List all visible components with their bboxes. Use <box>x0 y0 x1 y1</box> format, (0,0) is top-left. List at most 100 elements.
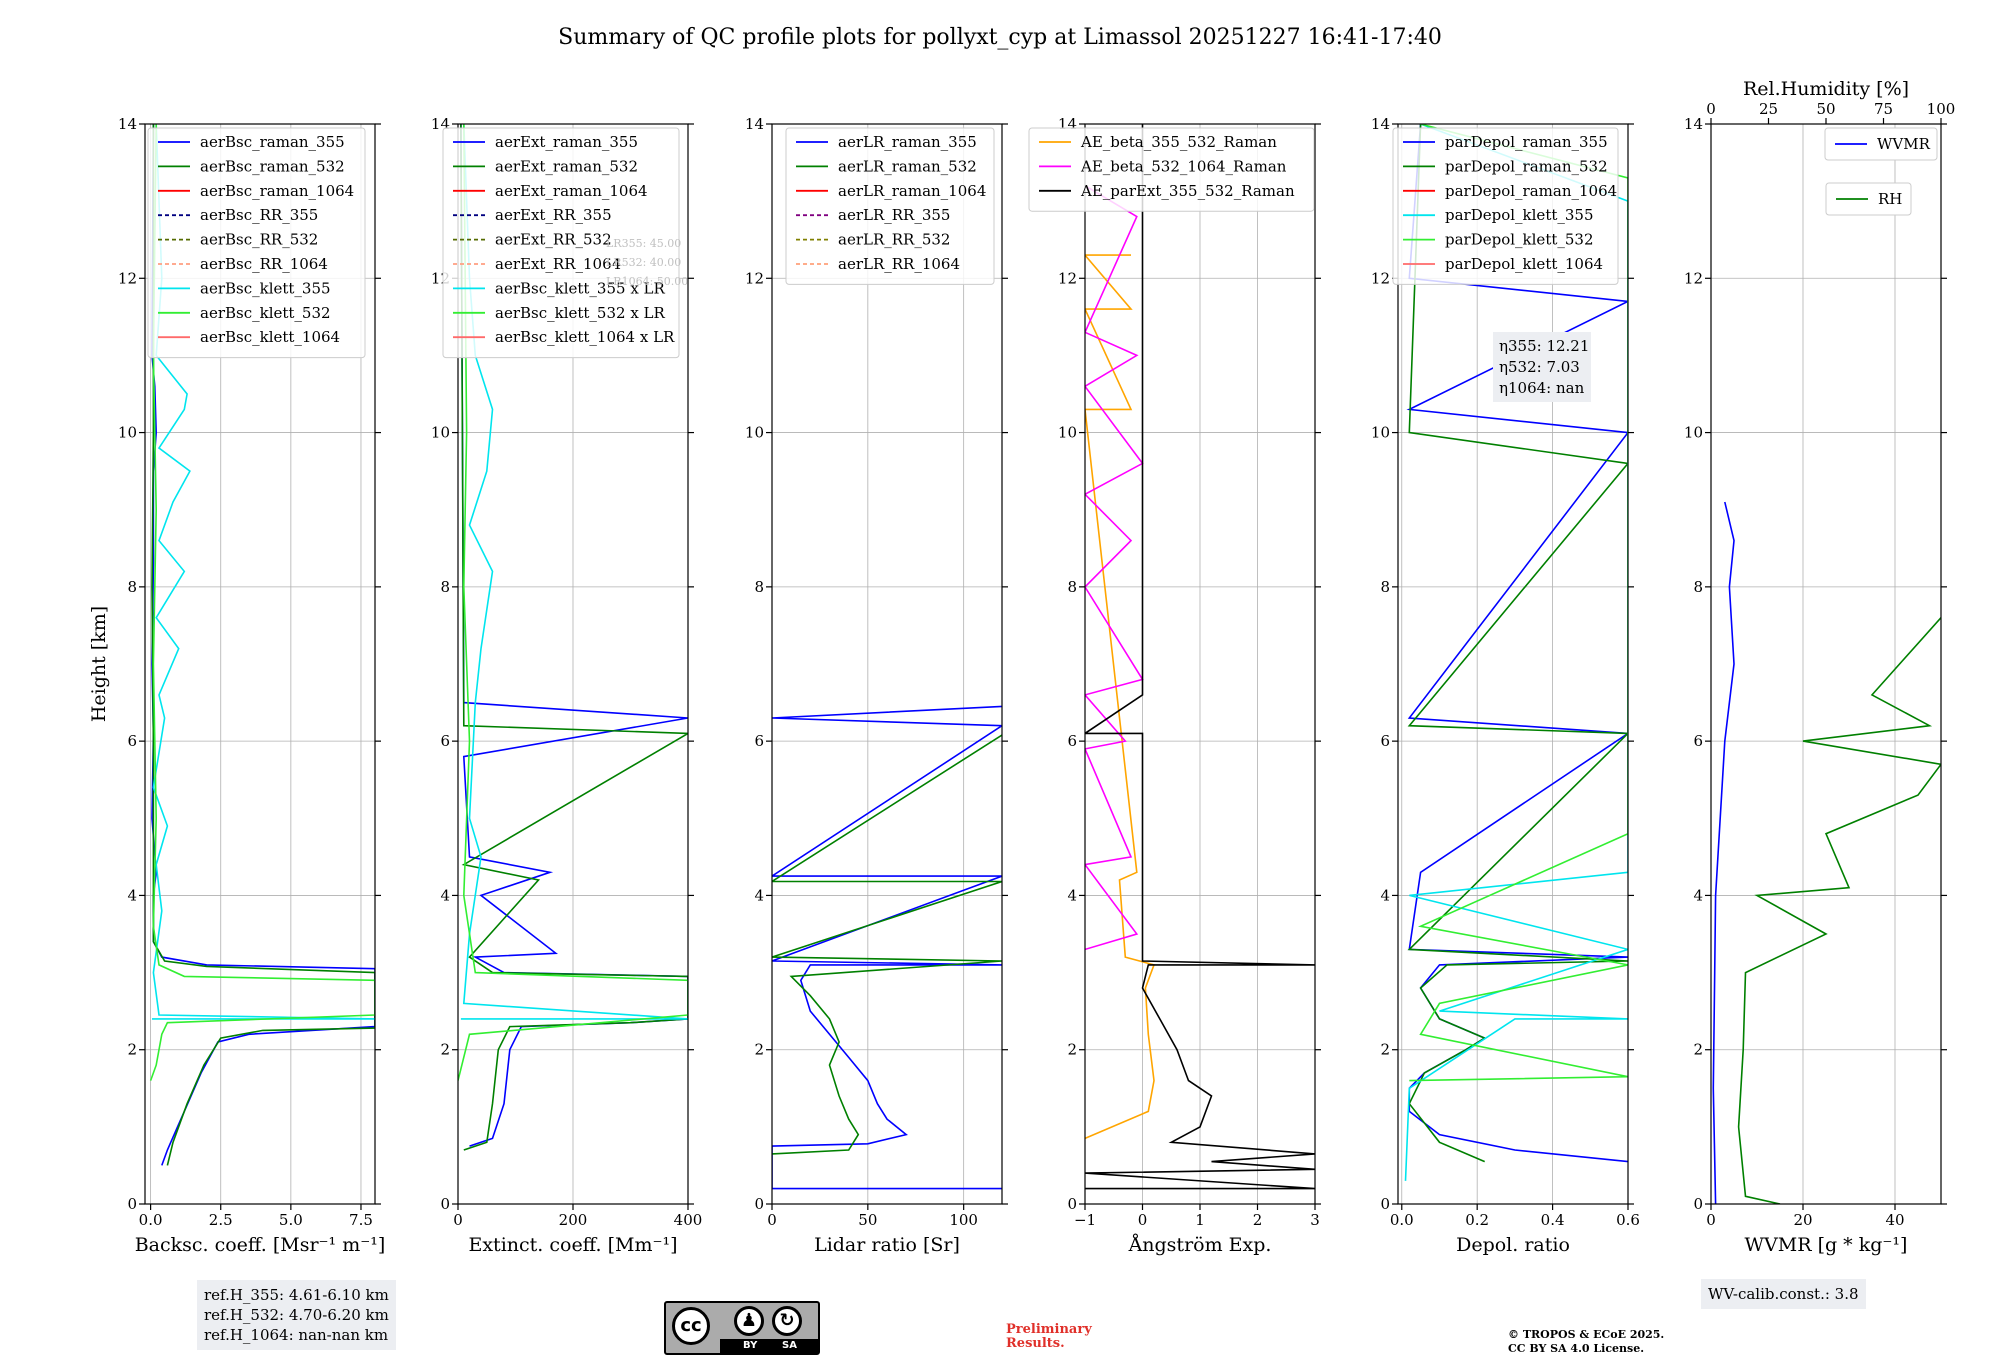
sa-share-icon: ↻ <box>772 1306 802 1336</box>
legend-box <box>147 127 366 359</box>
series-group-depol <box>1404 124 1628 1181</box>
y-tick-label: 6 <box>1067 732 1077 750</box>
rh-top-tick-label: 25 <box>1759 100 1778 118</box>
y-tick-label: 8 <box>1067 578 1077 596</box>
legend-label: aerExt_RR_1064 <box>495 255 621 273</box>
legend-wvmr: WVMR <box>1824 127 1938 161</box>
wv-calibration-box: WV-calib.const.: 3.8 <box>1701 1279 1866 1309</box>
series-line-aerext-raman-355 <box>460 124 688 1147</box>
eta-label: η532: 7.03 <box>1499 358 1580 376</box>
legend-label: aerBsc_raman_1064 <box>200 182 354 200</box>
legend: parDepol_raman_355 parDepol_raman_532 parD… <box>1392 127 1619 285</box>
x-axis-label: WVMR [g * kg⁻¹] <box>1745 1234 1908 1256</box>
panel-lidar_ratio: 0 2 4 6 8 10 12 14 0 50 100 Lidar ratio [Sr] aerLR_r… <box>745 115 1008 1256</box>
series-group-wvmr <box>1712 501 1941 1204</box>
y-tick-label: 12 <box>1684 269 1703 287</box>
y-tick-label: 4 <box>1380 886 1390 904</box>
x-tick-label: 50 <box>858 1211 877 1229</box>
x-tick-label: 0.0 <box>1390 1211 1414 1229</box>
lr-note: LR532: 40.00 <box>606 256 681 269</box>
x-tick-label: 0.0 <box>139 1211 163 1229</box>
legend-label: aerLR_raman_532 <box>838 157 977 175</box>
rh-top-tick-label: 75 <box>1874 100 1893 118</box>
x-axis-label: Backsc. coeff. [Msr⁻¹ m⁻¹] <box>135 1234 386 1256</box>
y-tick-label: 10 <box>1371 424 1390 442</box>
eta-box <box>1493 332 1591 402</box>
y-tick-label: 14 <box>745 115 764 133</box>
series-line-aerlr-raman-532 <box>772 734 1002 1155</box>
legend-box <box>1392 127 1619 285</box>
x-axis-label: Depol. ratio <box>1456 1234 1570 1256</box>
y-tick-label: 8 <box>1693 578 1703 596</box>
series-group-angstrom <box>1085 124 1315 1190</box>
y-tick-label: 10 <box>745 424 764 442</box>
series-line-rh <box>1737 617 1941 1204</box>
legend-label: aerExt_raman_355 <box>495 133 638 151</box>
x-axis-label: Extinct. coeff. [Mm⁻¹] <box>468 1234 677 1256</box>
y-tick-label: 4 <box>1693 886 1703 904</box>
preliminary-line-1: Preliminary <box>1006 1322 1092 1337</box>
ref-h-532: ref.H_532: 4.70-6.20 km <box>204 1306 389 1324</box>
rh-top-tick-label: 100 <box>1927 100 1956 118</box>
y-tick-label: 10 <box>1684 424 1703 442</box>
legend-label: RH <box>1878 190 1902 208</box>
y-tick-label: 4 <box>1067 886 1077 904</box>
legend-box <box>442 127 680 359</box>
legend-label: aerBsc_raman_532 <box>200 157 345 175</box>
cc-icon: cc <box>672 1307 710 1345</box>
legend-box <box>785 127 995 285</box>
x-tick-label: 0 <box>767 1211 777 1229</box>
eta-label: η355: 12.21 <box>1499 337 1589 355</box>
legend-label: parDepol_raman_355 <box>1445 133 1608 151</box>
series-line-aerlr-raman-355 <box>772 705 1002 1190</box>
eta-label: η1064: nan <box>1499 379 1585 397</box>
series-line-ae-beta-532-1064-raman <box>1085 185 1144 951</box>
preliminary-line-2: Results. <box>1006 1336 1065 1351</box>
y-tick-label: 4 <box>127 886 137 904</box>
legend-label: aerBsc_RR_532 <box>200 231 318 249</box>
y-tick-label: 8 <box>754 578 764 596</box>
legend-label: parDepol_klett_1064 <box>1445 255 1603 273</box>
x-tick-label: 5.0 <box>279 1211 303 1229</box>
axes-frame <box>771 123 1003 1205</box>
y-tick-label: 14 <box>1371 115 1390 133</box>
x-tick-label: 2 <box>1253 1211 1263 1229</box>
series-group-lidar_ratio <box>772 705 1002 1190</box>
series-line-wvmr <box>1712 501 1735 1204</box>
legend-label: aerLR_RR_355 <box>838 206 950 224</box>
y-axis-label: Height [km] <box>88 606 110 722</box>
x-tick-label: 200 <box>559 1211 588 1229</box>
y-tick-label: 8 <box>127 578 137 596</box>
y-tick-label: 2 <box>440 1041 450 1059</box>
series-line-pardepol-klett-355 <box>1404 124 1628 1181</box>
y-tick-label: 4 <box>754 886 764 904</box>
x-tick-label: 3 <box>1310 1211 1320 1229</box>
legend-label: aerExt_RR_532 <box>495 231 612 249</box>
legend-label: aerExt_raman_1064 <box>495 182 648 200</box>
cc-by-sa-badge: cc ♟ ↻ BY SA <box>664 1301 820 1355</box>
legend-label: aerBsc_klett_1064 x LR <box>495 328 675 346</box>
by-person-icon: ♟ <box>734 1306 764 1336</box>
axes-frame <box>1397 123 1629 1205</box>
y-tick-label: 2 <box>754 1041 764 1059</box>
y-tick-label: 6 <box>1380 732 1390 750</box>
legend-box <box>1825 182 1912 216</box>
wv-calib-const: WV-calib.const.: 3.8 <box>1708 1285 1859 1303</box>
x-axis-label: Ångström Exp. <box>1128 1234 1272 1256</box>
legend-label: aerLR_RR_532 <box>838 231 950 249</box>
y-tick-label: 8 <box>440 578 450 596</box>
x-tick-label: 40 <box>1885 1211 1904 1229</box>
legend-rh: RH <box>1825 182 1912 216</box>
lr-note: LR1064: 50.00 <box>606 275 688 288</box>
x-tick-label: 0.4 <box>1541 1211 1565 1229</box>
legend-label: aerBsc_klett_355 x LR <box>495 279 666 297</box>
preliminary-notice: Preliminary Results. <box>1006 1323 1092 1351</box>
x-tick-label: 1 <box>1195 1211 1205 1229</box>
x-axis-label: Lidar ratio [Sr] <box>814 1234 960 1256</box>
legend-label: parDepol_raman_532 <box>1445 157 1608 175</box>
x-tick-label: 0 <box>1706 1211 1716 1229</box>
panel-depol: 0 2 4 6 8 10 12 14 0.0 0.2 0.4 0.6 Depol. ratio parDe… <box>1371 115 1640 1256</box>
